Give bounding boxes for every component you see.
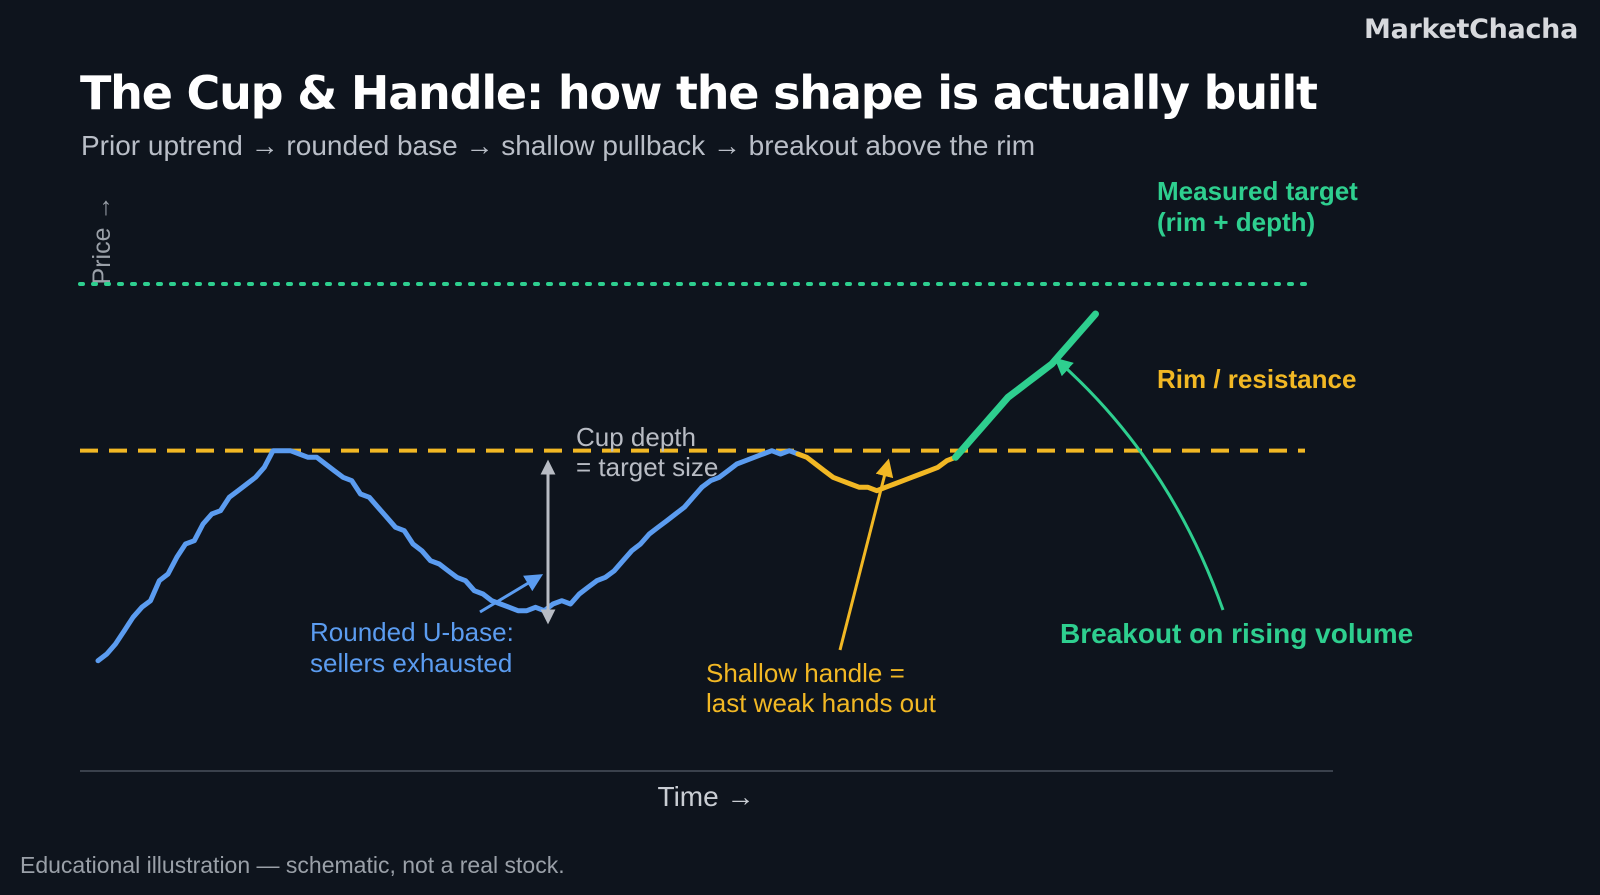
breakout-annotation-arrow bbox=[1054, 357, 1225, 611]
price-series-group bbox=[95, 310, 1099, 664]
handle-label-line-2: last weak hands out bbox=[706, 688, 937, 718]
target-label-line-1: Measured target bbox=[1157, 176, 1358, 206]
breakout-price-line-3 bbox=[952, 310, 1099, 461]
handle-label: Shallow handle = last weak hands out bbox=[706, 658, 937, 718]
depth-label: Cup depth = target size bbox=[576, 422, 718, 482]
target-label: Measured target (rim + depth) bbox=[1157, 176, 1365, 237]
handle-annotation-arrow bbox=[838, 458, 894, 651]
handle-label-line-1: Shallow handle = bbox=[706, 658, 905, 688]
rim-label: Rim / resistance bbox=[1157, 364, 1356, 394]
page-title: The Cup & Handle: how the shape is actua… bbox=[80, 66, 1318, 120]
brand-logo: MarketChacha bbox=[1364, 14, 1578, 45]
base-label-line-2: sellers exhausted bbox=[310, 648, 512, 678]
cup-price-line-1 bbox=[699, 448, 801, 490]
page-subtitle: Prior uptrend → rounded base → shallow p… bbox=[81, 130, 1036, 161]
depth-label-line-2: = target size bbox=[576, 452, 718, 482]
base-label: Rounded U-base: sellers exhausted bbox=[310, 617, 521, 678]
x-axis-label: Time → bbox=[658, 781, 755, 812]
handle-price-line-2 bbox=[795, 451, 958, 494]
base-label-line-1: Rounded U-base: bbox=[310, 617, 514, 647]
target-label-line-2: (rim + depth) bbox=[1157, 207, 1315, 237]
depth-label-line-1: Cup depth bbox=[576, 422, 696, 452]
cup-price-line-0 bbox=[95, 448, 705, 664]
breakout-label: Breakout on rising volume bbox=[1060, 618, 1413, 649]
disclaimer-footer: Educational illustration — schematic, no… bbox=[20, 852, 565, 878]
base-annotation-arrow bbox=[479, 574, 544, 614]
y-axis-label: Price → bbox=[88, 196, 116, 285]
